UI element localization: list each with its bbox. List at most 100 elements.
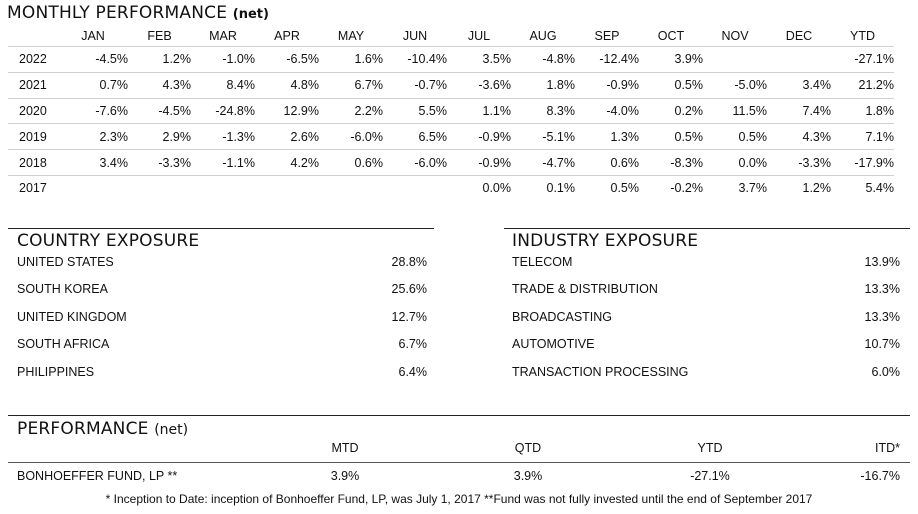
return-cell: 4.2% — [255, 149, 319, 176]
return-cell: 5.4% — [831, 174, 894, 201]
monthly-header-aug: AUG — [529, 29, 557, 43]
fund-mtd-value: 3.9% — [330, 469, 360, 483]
fund-itd-value: -16.7% — [860, 469, 900, 483]
country-exposure-title: COUNTRY EXPOSURE — [17, 231, 200, 251]
return-cell: 0.2% — [639, 97, 703, 124]
return-cell: 3.9% — [639, 46, 703, 73]
monthly-header-mar: MAR — [209, 29, 237, 43]
return-cell — [58, 174, 128, 201]
return-cell: 11.5% — [703, 97, 767, 124]
performance-divider-mid — [8, 462, 910, 463]
return-cell: -0.2% — [639, 174, 703, 201]
country-item-name: UNITED KINGDOM — [17, 309, 127, 324]
return-cell: 0.7% — [58, 71, 128, 99]
monthly-header-nov: NOV — [721, 29, 749, 43]
industry-item-value: 13.3% — [864, 309, 900, 324]
return-cell: -4.0% — [575, 97, 639, 124]
return-cell: -3.3% — [128, 149, 191, 176]
return-cell: -8.3% — [639, 149, 703, 176]
return-cell: 3.5% — [447, 46, 511, 73]
return-cell — [191, 174, 255, 201]
industry-item-name: TELECOM — [512, 255, 573, 269]
industry-item-name: AUTOMOTIVE — [512, 337, 595, 352]
fund-qtd-value: 3.9% — [513, 469, 543, 483]
perf-col-qtd: QTD — [514, 441, 542, 455]
return-cell: 0.5% — [703, 123, 767, 150]
return-cell: 3.7% — [703, 174, 767, 201]
return-cell: 4.3% — [767, 123, 831, 150]
return-cell: 0.5% — [639, 123, 703, 150]
return-cell: -10.4% — [383, 46, 447, 73]
return-cell: 7.4% — [767, 97, 831, 124]
industry-item-name: TRANSACTION PROCESSING — [512, 364, 689, 379]
industry-item-name: BROADCASTING — [512, 309, 613, 324]
monthly-title-suffix: (net) — [232, 7, 269, 22]
perf-col-mtd: MTD — [331, 441, 359, 455]
return-cell: 0.0% — [447, 174, 511, 201]
return-cell: 1.3% — [575, 123, 639, 150]
return-cell: -0.9% — [447, 149, 511, 176]
country-divider — [8, 228, 434, 229]
return-cell: 8.3% — [511, 97, 575, 124]
monthly-header-feb: FEB — [147, 29, 172, 43]
year-cell: 2018 — [8, 149, 58, 176]
return-cell: -3.3% — [767, 149, 831, 176]
return-cell: -5.0% — [703, 71, 767, 99]
perf-col-itd: ITD* — [875, 441, 900, 455]
return-cell: 1.2% — [767, 174, 831, 201]
table-row: 2017 0.0% 0.1% 0.5% -0.2% 3.7% 1.2% 5.4% — [8, 174, 894, 201]
industry-item-name: TRADE & DISTRIBUTION — [512, 282, 658, 297]
table-row: 2019 2.3% 2.9% -1.3% 2.6% -6.0% 6.5% -0.9% -5.1%… — [8, 123, 894, 150]
monthly-title-text: MONTHLY PERFORMANCE — [7, 3, 228, 23]
performance-title-text: PERFORMANCE — [17, 419, 149, 439]
monthly-header-sep: SEP — [594, 29, 620, 43]
return-cell: 1.2% — [128, 46, 191, 73]
return-cell: 0.5% — [639, 71, 703, 99]
country-item-value: 6.4% — [398, 364, 428, 379]
monthly-header-apr: APR — [274, 29, 300, 43]
industry-exposure-title: INDUSTRY EXPOSURE — [512, 231, 699, 251]
return-cell: 0.0% — [703, 149, 767, 176]
country-item-name: UNITED STATES — [17, 255, 114, 269]
return-cell: 0.1% — [511, 174, 575, 201]
return-cell — [703, 46, 767, 73]
return-cell: 3.4% — [767, 71, 831, 99]
year-cell: 2021 — [8, 71, 58, 99]
return-cell: -6.5% — [255, 46, 319, 73]
monthly-header-jul: JUL — [467, 29, 491, 43]
return-cell: -1.1% — [191, 149, 255, 176]
monthly-header-jun: JUN — [402, 29, 428, 43]
industry-divider — [504, 228, 910, 229]
return-cell: -6.0% — [319, 123, 383, 150]
return-cell: -1.3% — [191, 123, 255, 150]
return-cell: -4.5% — [128, 97, 191, 124]
perf-col-ytd: YTD — [697, 441, 723, 455]
country-item-value: 25.6% — [391, 282, 427, 297]
return-cell: -5.1% — [511, 123, 575, 150]
table-row: 2020 -7.6% -4.5% -24.8% 12.9% 2.2% 5.5% 1.1% 8.3… — [8, 97, 894, 124]
return-cell: 0.5% — [575, 174, 639, 201]
return-cell: -12.4% — [575, 46, 639, 73]
year-cell: 2017 — [8, 174, 58, 201]
monthly-header-ytd: YTD — [850, 29, 875, 43]
return-cell: 0.6% — [575, 149, 639, 176]
return-cell: -4.5% — [58, 46, 128, 73]
fund-name: BONHOEFFER FUND, LP ** — [17, 469, 178, 483]
country-item-value: 28.8% — [391, 255, 427, 269]
return-cell: -0.9% — [575, 71, 639, 99]
return-cell — [383, 174, 447, 201]
return-cell: 0.6% — [319, 149, 383, 176]
year-cell: 2022 — [8, 46, 58, 73]
monthly-header-year — [8, 26, 58, 47]
return-cell: 1.8% — [831, 97, 894, 124]
footnote: * Inception to Date: inception of Bonhoe… — [105, 492, 813, 506]
country-item-name: SOUTH AFRICA — [17, 337, 110, 352]
return-cell: -1.0% — [191, 46, 255, 73]
return-cell — [128, 174, 191, 201]
return-cell: -4.8% — [511, 46, 575, 73]
monthly-header-dec: DEC — [785, 29, 813, 43]
monthly-header-oct: OCT — [657, 29, 685, 43]
table-row: 2022 -4.5% 1.2% -1.0% -6.5% 1.6% -10.4% 3.5% -4.… — [8, 46, 894, 73]
year-cell: 2020 — [8, 97, 58, 124]
return-cell: -0.9% — [447, 123, 511, 150]
